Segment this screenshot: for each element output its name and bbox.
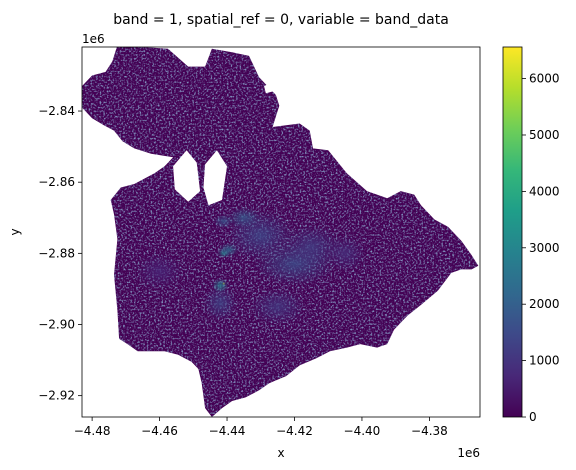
y-offset-label: 1e6 — [82, 32, 105, 46]
x-axis: −4.48 −4.46 −4.44 −4.42 −4.40 −4.38 — [74, 417, 448, 438]
hotspot-7 — [203, 285, 238, 322]
x-tick-label-5: −4.38 — [411, 424, 448, 438]
y-tick-label-1: −2.86 — [38, 175, 75, 189]
x-tick-label-0: −4.48 — [74, 424, 111, 438]
hotspot-8 — [250, 288, 305, 325]
x-offset-label: 1e6 — [457, 446, 480, 460]
colorbar-tick-label-5: 5000 — [529, 128, 560, 142]
colorbar-tick-label-3: 3000 — [529, 241, 560, 255]
hotspot-layer — [136, 207, 366, 325]
hotspot-9 — [211, 278, 229, 293]
x-tick-label-3: −4.42 — [276, 424, 313, 438]
y-tick-label-4: −2.92 — [38, 389, 75, 403]
x-axis-label: x — [277, 446, 284, 460]
y-tick-label-0: −2.84 — [38, 104, 75, 118]
raster-gap-0 — [173, 150, 201, 202]
hotspot-5 — [227, 210, 295, 261]
colorbar-frame — [502, 46, 523, 418]
y-tick-label-2: −2.88 — [38, 246, 75, 260]
colorbar-tick-label-2: 2000 — [529, 297, 560, 311]
hole-layer — [173, 82, 273, 206]
x-tick-label-1: −4.46 — [141, 424, 178, 438]
x-tick-label-2: −4.44 — [209, 424, 246, 438]
y-axis-label: y — [8, 228, 22, 235]
hotspot-12 — [213, 214, 234, 229]
colorbar: 0 1000 2000 3000 4000 5000 6000 — [502, 46, 560, 424]
colorbar-ticks: 0 1000 2000 3000 4000 5000 6000 — [522, 72, 560, 424]
colorbar-tick-label-1: 1000 — [529, 354, 560, 368]
chart-title: band = 1, spatial_ref = 0, variable = ba… — [113, 12, 449, 28]
colorbar-tick-label-6: 6000 — [529, 72, 560, 86]
y-axis: −2.84 −2.86 −2.88 −2.90 −2.92 — [38, 104, 82, 403]
hotspot-10 — [136, 253, 184, 289]
plot-frame — [81, 46, 481, 418]
colorbar-tick-label-4: 4000 — [529, 184, 560, 198]
hotspot-11 — [324, 235, 366, 272]
raster-gap-1 — [203, 150, 227, 206]
y-tick-label-3: −2.90 — [38, 318, 75, 332]
colorbar-fill — [503, 47, 522, 417]
colorbar-tick-label-0: 0 — [529, 410, 537, 424]
raster-gap-2 — [264, 82, 273, 94]
plot-area — [81, 46, 481, 418]
x-tick-label-4: −4.40 — [344, 424, 381, 438]
